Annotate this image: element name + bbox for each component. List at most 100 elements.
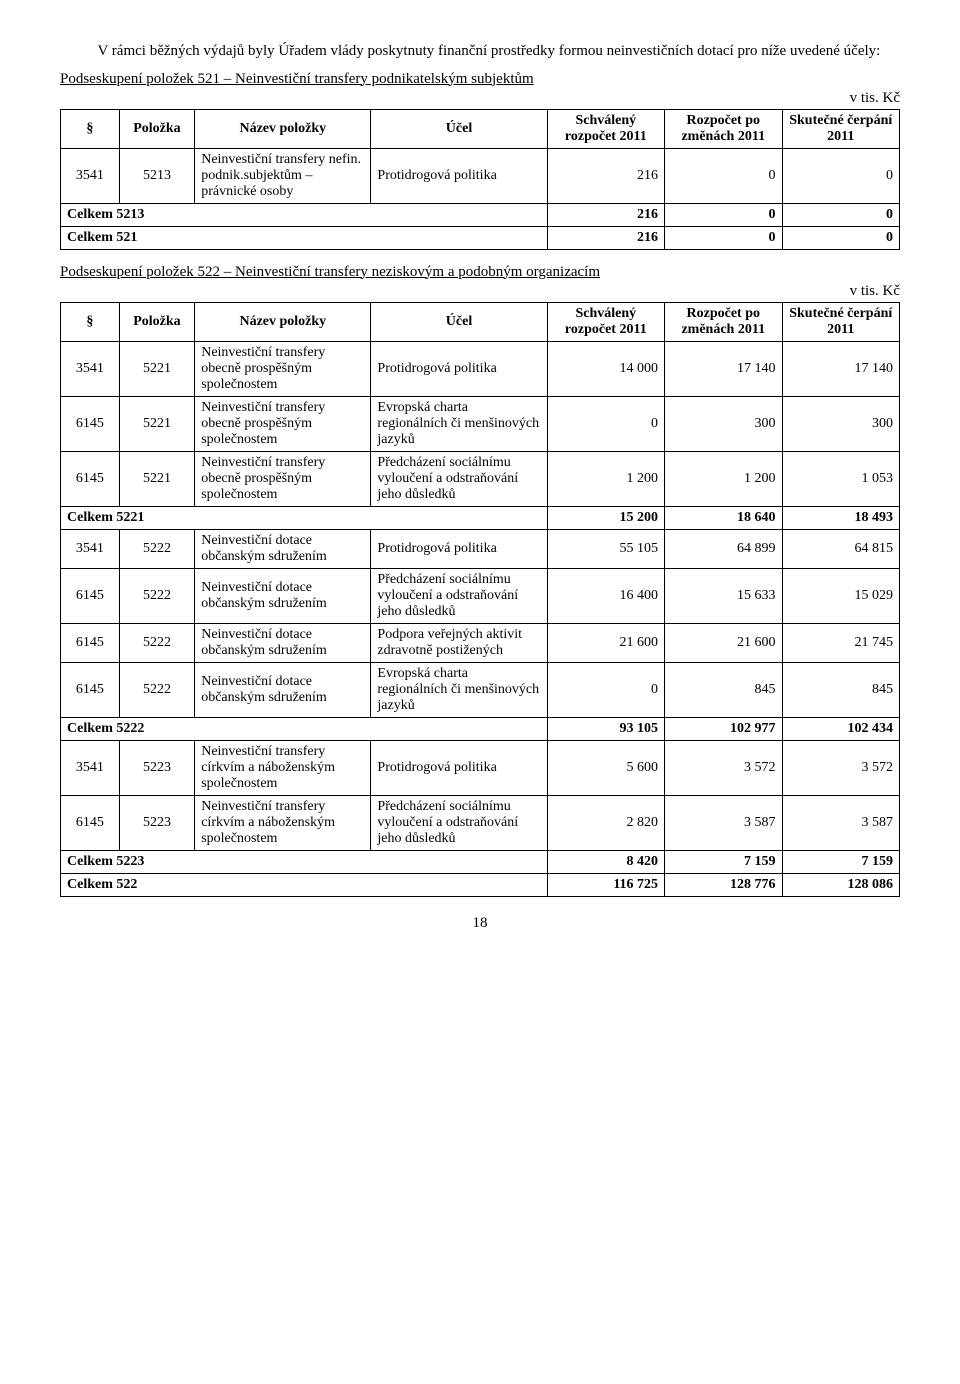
cell-v3: 3 572 (782, 740, 900, 795)
col-name: Název položky (195, 302, 371, 341)
table-row: 6145 5222 Neinvestiční dotace občanským … (61, 568, 900, 623)
total-label: Celkem 521 (61, 226, 548, 249)
cell-pol: 5221 (119, 341, 195, 396)
page-number: 18 (60, 915, 900, 932)
cell-v2: 3 587 (665, 795, 782, 850)
cell-v3: 15 029 (782, 568, 900, 623)
total-label: Celkem 5221 (61, 506, 548, 529)
table-header-row: § Položka Název položky Účel Schválený r… (61, 109, 900, 148)
cell-v3: 64 815 (782, 529, 900, 568)
cell-pol: 5223 (119, 740, 195, 795)
col-skut: Skutečné čerpání 2011 (782, 302, 900, 341)
cell-ucel: Protidrogová politika (371, 341, 547, 396)
cell-ucel: Protidrogová politika (371, 148, 547, 203)
total-v3: 102 434 (782, 717, 900, 740)
total-row-5222: Celkem 5222 93 105 102 977 102 434 (61, 717, 900, 740)
total-v1: 116 725 (547, 873, 664, 896)
cell-v3: 0 (782, 148, 900, 203)
total-v2: 0 (665, 226, 782, 249)
col-ucel: Účel (371, 109, 547, 148)
table-row: 6145 5222 Neinvestiční dotace občanským … (61, 662, 900, 717)
cell-v3: 17 140 (782, 341, 900, 396)
cell-para: 3541 (61, 529, 120, 568)
col-pol: Položka (119, 109, 195, 148)
cell-v3: 3 587 (782, 795, 900, 850)
table-header-row: § Položka Název položky Účel Schválený r… (61, 302, 900, 341)
total-v2: 7 159 (665, 850, 782, 873)
cell-name: Neinvestiční transfery církvím a nábožen… (195, 740, 371, 795)
table-row: 6145 5223 Neinvestiční transfery církvím… (61, 795, 900, 850)
table-row: 3541 5223 Neinvestiční transfery církvím… (61, 740, 900, 795)
total-v3: 7 159 (782, 850, 900, 873)
cell-ucel: Evropská charta regionálních či menšinov… (371, 396, 547, 451)
col-schv: Schválený rozpočet 2011 (547, 109, 664, 148)
col-para: § (61, 302, 120, 341)
cell-v2: 64 899 (665, 529, 782, 568)
cell-name: Neinvestiční transfery obecně prospěšným… (195, 396, 371, 451)
table-row: 6145 5221 Neinvestiční transfery obecně … (61, 396, 900, 451)
col-skut: Skutečné čerpání 2011 (782, 109, 900, 148)
subheading-521: Podseskupení položek 521 – Neinvestiční … (60, 71, 900, 88)
cell-ucel: Podpora veřejných aktivit zdravotně post… (371, 623, 547, 662)
table-row: 6145 5221 Neinvestiční transfery obecně … (61, 451, 900, 506)
total-v3: 18 493 (782, 506, 900, 529)
total-v3: 0 (782, 226, 900, 249)
table-row: 3541 5213 Neinvestiční transfery nefin. … (61, 148, 900, 203)
col-pol: Položka (119, 302, 195, 341)
cell-pol: 5222 (119, 662, 195, 717)
cell-v1: 0 (547, 396, 664, 451)
cell-name: Neinvestiční transfery nefin. podnik.sub… (195, 148, 371, 203)
table-row: 6145 5222 Neinvestiční dotace občanským … (61, 623, 900, 662)
cell-ucel: Předcházení sociálnímu vyloučení a odstr… (371, 568, 547, 623)
col-ucel: Účel (371, 302, 547, 341)
col-rozp: Rozpočet po změnách 2011 (665, 109, 782, 148)
cell-v2: 1 200 (665, 451, 782, 506)
cell-para: 6145 (61, 795, 120, 850)
cell-v1: 216 (547, 148, 664, 203)
total-v2: 102 977 (665, 717, 782, 740)
total-row-5223: Celkem 5223 8 420 7 159 7 159 (61, 850, 900, 873)
cell-pol: 5222 (119, 568, 195, 623)
cell-ucel: Protidrogová politika (371, 529, 547, 568)
total-row-522: Celkem 522 116 725 128 776 128 086 (61, 873, 900, 896)
cell-para: 6145 (61, 568, 120, 623)
col-name: Název položky (195, 109, 371, 148)
cell-pol: 5222 (119, 529, 195, 568)
cell-pol: 5223 (119, 795, 195, 850)
cell-v1: 14 000 (547, 341, 664, 396)
cell-v2: 300 (665, 396, 782, 451)
total-v1: 15 200 (547, 506, 664, 529)
total-label: Celkem 5213 (61, 203, 548, 226)
cell-v1: 0 (547, 662, 664, 717)
cell-v2: 17 140 (665, 341, 782, 396)
cell-name: Neinvestiční transfery obecně prospěšným… (195, 451, 371, 506)
total-v1: 216 (547, 226, 664, 249)
total-v1: 216 (547, 203, 664, 226)
cell-v2: 15 633 (665, 568, 782, 623)
cell-para: 3541 (61, 740, 120, 795)
cell-ucel: Evropská charta regionálních či menšinov… (371, 662, 547, 717)
cell-name: Neinvestiční dotace občanským sdružením (195, 568, 371, 623)
cell-para: 6145 (61, 662, 120, 717)
total-label: Celkem 5223 (61, 850, 548, 873)
col-para: § (61, 109, 120, 148)
cell-para: 6145 (61, 623, 120, 662)
unit-label-2: v tis. Kč (60, 283, 900, 300)
cell-pol: 5221 (119, 451, 195, 506)
cell-v2: 0 (665, 148, 782, 203)
cell-v1: 5 600 (547, 740, 664, 795)
total-label: Celkem 522 (61, 873, 548, 896)
cell-ucel: Protidrogová politika (371, 740, 547, 795)
total-v3: 128 086 (782, 873, 900, 896)
cell-v3: 1 053 (782, 451, 900, 506)
cell-pol: 5222 (119, 623, 195, 662)
cell-pol: 5213 (119, 148, 195, 203)
unit-label-1: v tis. Kč (60, 90, 900, 107)
total-v2: 128 776 (665, 873, 782, 896)
total-v3: 0 (782, 203, 900, 226)
col-schv: Schválený rozpočet 2011 (547, 302, 664, 341)
cell-para: 3541 (61, 341, 120, 396)
cell-pol: 5221 (119, 396, 195, 451)
intro-text: V rámci běžných výdajů byly Úřadem vlády… (60, 40, 900, 63)
cell-para: 6145 (61, 396, 120, 451)
